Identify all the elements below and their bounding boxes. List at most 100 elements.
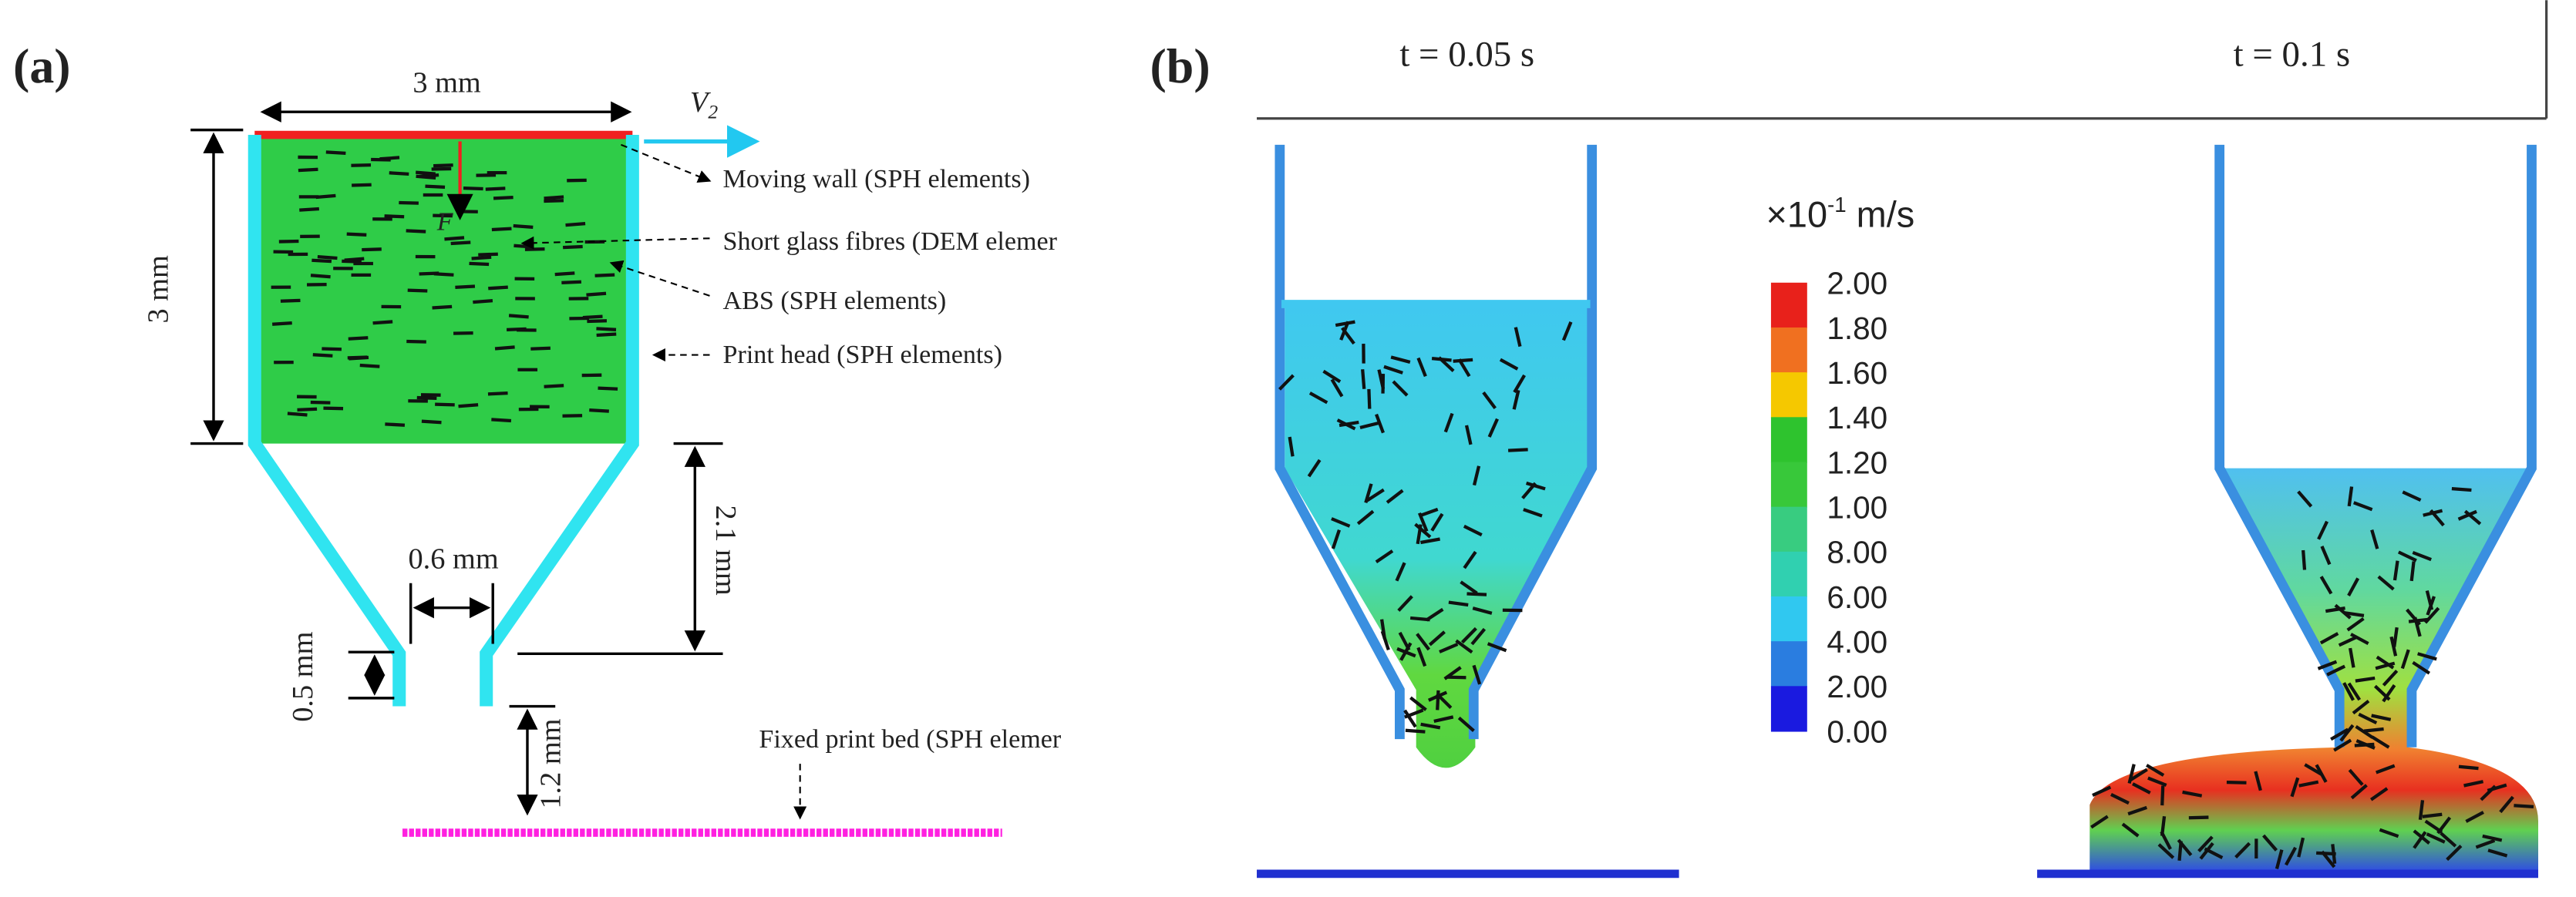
fibre xyxy=(487,391,508,396)
fibre xyxy=(1482,391,1497,410)
fibre xyxy=(433,163,453,168)
fibre xyxy=(2182,790,2203,798)
fibre xyxy=(287,412,308,417)
fibre xyxy=(463,186,483,191)
fibre xyxy=(485,186,506,191)
fibre xyxy=(406,229,426,233)
fibre xyxy=(1380,630,1390,651)
fibre xyxy=(1288,436,1295,457)
fluid xyxy=(1285,304,1591,768)
annotation: Moving wall (SPH elements) xyxy=(723,165,1031,193)
fibre xyxy=(2326,664,2346,677)
fibre xyxy=(1439,642,1459,653)
color-band xyxy=(1770,327,1807,374)
fibre xyxy=(2347,486,2354,507)
colorbar-label: 2.00 xyxy=(1827,266,1887,301)
nozzle xyxy=(1275,144,1598,740)
fibre xyxy=(2254,771,2262,791)
fibre xyxy=(1464,425,1473,445)
fibre xyxy=(2375,661,2396,670)
fibre xyxy=(2199,842,2214,860)
fibre xyxy=(1431,357,1452,362)
unit-prefix: ×10 xyxy=(1766,194,1828,234)
fibre xyxy=(1428,630,1446,647)
time-label: t = 0.1 s xyxy=(2234,35,2350,75)
fibre xyxy=(1460,580,1478,595)
fibre xyxy=(2177,841,2183,862)
fibre xyxy=(2146,764,2165,777)
fibre xyxy=(310,400,331,405)
fibre xyxy=(2342,682,2355,701)
fibre xyxy=(544,384,564,388)
fibre xyxy=(344,257,365,262)
fibre xyxy=(2355,676,2376,683)
fibre xyxy=(2412,660,2431,675)
fibre xyxy=(491,227,512,232)
fibre xyxy=(2409,561,2416,582)
fibre xyxy=(1514,327,1522,348)
fibre xyxy=(1443,666,1462,680)
fibre xyxy=(1436,690,1440,711)
color-band xyxy=(1770,462,1807,508)
fibre xyxy=(2371,735,2390,749)
colorbar-label: 1.80 xyxy=(1827,311,1887,346)
fibre xyxy=(1361,369,1366,389)
fibre xyxy=(1420,537,1440,545)
fibre xyxy=(1472,465,1481,486)
fibre xyxy=(1460,627,1477,644)
fibre xyxy=(478,252,498,257)
fibre xyxy=(2234,842,2251,859)
color-band xyxy=(1770,417,1807,463)
fibre xyxy=(589,408,609,413)
fibre xyxy=(2358,712,2378,725)
fibre xyxy=(2347,682,2362,701)
fibre xyxy=(1308,391,1328,405)
fibre xyxy=(1396,647,1416,658)
dimension-label: 0.5 mm xyxy=(287,631,319,721)
fluid xyxy=(2089,468,2538,871)
fibre xyxy=(1455,639,1473,654)
fibre xyxy=(473,299,493,304)
leader xyxy=(520,236,710,250)
fibre xyxy=(1523,508,1543,518)
fibre xyxy=(507,327,527,331)
fibre xyxy=(2129,768,2148,782)
fibre xyxy=(2369,787,2389,801)
fibre xyxy=(455,284,476,289)
fibre xyxy=(2297,490,2313,508)
fibre xyxy=(2121,822,2140,838)
fibre xyxy=(2408,617,2429,623)
fibre xyxy=(2392,627,2399,647)
fibre xyxy=(1403,709,1417,728)
velocity-symbol: V xyxy=(690,86,712,119)
fibre xyxy=(1418,507,1439,518)
fibre xyxy=(598,386,618,391)
fibre xyxy=(2355,724,2374,739)
fibre xyxy=(2377,575,2395,591)
fibre xyxy=(384,214,405,219)
fibre xyxy=(2418,800,2425,821)
fibre xyxy=(2346,616,2365,632)
fibre xyxy=(2426,596,2436,616)
fibre xyxy=(1487,642,1507,653)
fibre xyxy=(325,150,346,155)
fibre xyxy=(1359,421,1380,430)
fibre xyxy=(419,271,439,276)
fibre xyxy=(1443,412,1454,433)
fibres xyxy=(271,150,618,427)
fibre xyxy=(1375,549,1394,564)
fibre xyxy=(2333,738,2352,752)
annotation: Fixed print bed (SPH elemer xyxy=(759,725,1061,754)
fibre xyxy=(2160,785,2165,806)
dimension-label: 2.1 mm xyxy=(709,506,742,596)
fibre xyxy=(596,332,617,338)
fibre xyxy=(1417,512,1429,532)
fibre xyxy=(2350,784,2368,800)
fibre xyxy=(2412,550,2432,562)
fibre xyxy=(1512,389,1520,410)
fibre xyxy=(431,166,452,171)
fibre xyxy=(2226,781,2247,784)
fibre xyxy=(2379,828,2399,838)
fibre xyxy=(2423,509,2443,517)
fibre xyxy=(2352,699,2370,715)
